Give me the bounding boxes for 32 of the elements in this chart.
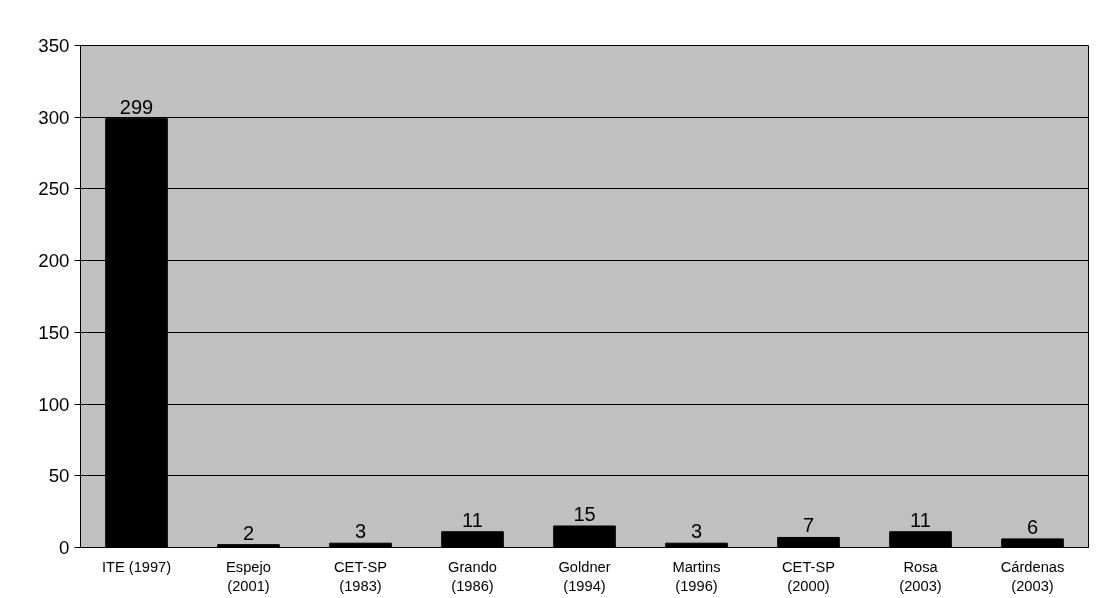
y-tick-label: 50 (48, 465, 70, 487)
x-tick-label: Rosa (2003) (899, 558, 942, 594)
y-tick-label: 200 (38, 250, 70, 272)
y-tick-label: 100 (38, 393, 70, 415)
data-label: 3 (354, 520, 367, 543)
y-tick-label: 150 (38, 321, 70, 343)
x-tick-label: Espejo (2001) (226, 558, 271, 594)
x-tick-label: Grando (1986) (448, 558, 497, 594)
data-label: 3 (690, 520, 703, 543)
data-label: 11 (462, 508, 483, 531)
x-tick-label: CET-SP (1983) (334, 558, 387, 594)
y-tick-label: 350 (38, 35, 70, 56)
bar (553, 525, 616, 548)
x-tick-label: Cárdenas (2003) (1000, 558, 1065, 594)
x-tick-label: Goldner (1994) (558, 558, 611, 594)
data-label: 2 (242, 521, 255, 544)
x-tick-label: Martins (1996) (672, 558, 721, 594)
y-tick-label: 0 (59, 537, 70, 558)
y-tick-label: 250 (38, 178, 70, 200)
data-label: 299 (119, 95, 154, 118)
bar (889, 531, 952, 548)
bar (441, 531, 504, 548)
data-label: 11 (910, 508, 931, 531)
bar (217, 544, 280, 548)
y-tick-label: 300 (38, 106, 70, 128)
data-label: 15 (573, 502, 596, 525)
data-label: 7 (802, 514, 815, 537)
x-tick-label: ITE (1997) (101, 558, 172, 575)
data-label: 6 (1026, 515, 1039, 538)
bar (777, 536, 840, 548)
bar (1001, 538, 1064, 548)
x-tick-label: CET-SP (2000) (782, 558, 835, 594)
